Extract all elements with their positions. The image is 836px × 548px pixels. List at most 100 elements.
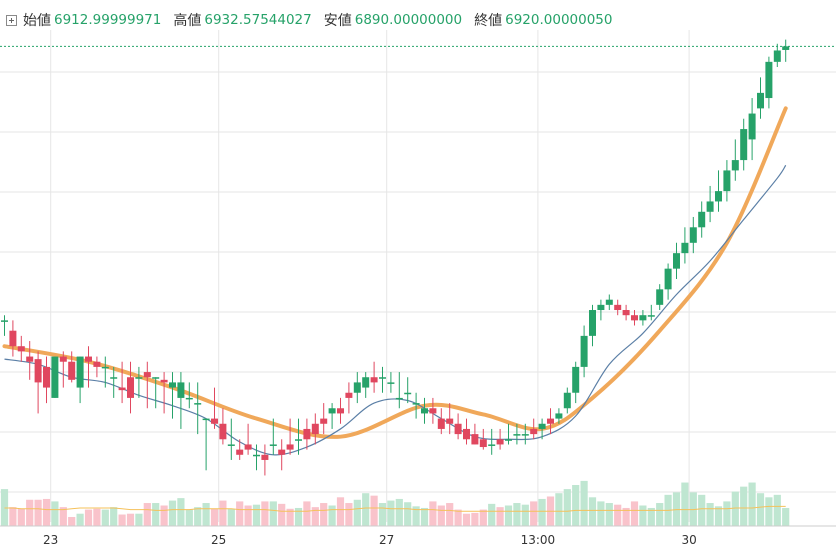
ohlc-legend: 始値 6912.99999971 高値 6932.57544027 安値 689… — [6, 9, 625, 31]
candle-body — [656, 289, 664, 305]
open-label: 始値 — [23, 13, 51, 29]
volume-bar — [555, 493, 563, 526]
volume-bar — [336, 497, 345, 526]
volume-bar — [345, 503, 353, 526]
expand-toggle-icon[interactable] — [6, 14, 17, 26]
volume-bar — [723, 501, 731, 526]
candle-body — [538, 423, 546, 429]
candle-body — [404, 392, 412, 395]
candle-body — [110, 377, 118, 379]
candle-body — [311, 423, 319, 435]
volume-bar — [622, 507, 630, 526]
candle-body — [698, 211, 706, 228]
candle-body — [295, 439, 302, 441]
candle-body — [454, 423, 462, 435]
candle-body — [202, 418, 210, 421]
volume-bar — [429, 501, 437, 526]
candle-body — [303, 428, 311, 440]
volume-bar — [479, 509, 487, 526]
candle-body — [757, 92, 764, 109]
volume-bar — [227, 508, 235, 526]
volume-bar — [748, 482, 756, 526]
volume-bar — [152, 503, 160, 526]
candle-body — [320, 418, 328, 424]
candle-body — [614, 304, 622, 311]
volume-bar — [782, 507, 790, 526]
volume-bar — [51, 501, 59, 526]
candlesticks — [1, 39, 790, 476]
candle-body — [488, 444, 496, 446]
x-tick-label: 13:00 — [521, 533, 556, 547]
volume-bar — [454, 509, 462, 526]
candle-body — [673, 253, 680, 269]
candle-body — [211, 418, 218, 424]
candle-body — [731, 160, 739, 171]
candle-body — [748, 113, 756, 140]
candle-body — [34, 359, 42, 383]
volume-bar — [0, 489, 9, 526]
volume-bar — [773, 494, 781, 526]
x-tick-label: 25 — [211, 533, 226, 547]
candle-body — [152, 377, 160, 379]
candle-body — [135, 377, 143, 379]
volume-bar — [698, 494, 706, 526]
candle-body — [395, 397, 403, 400]
volume-bar — [504, 505, 513, 526]
candle-body — [328, 408, 336, 414]
candle-body — [479, 439, 487, 448]
candle-body — [43, 366, 50, 388]
volume-bar — [177, 498, 185, 526]
volume-ma-line — [4, 505, 786, 512]
candle-body — [93, 361, 101, 367]
volume-bar — [588, 497, 597, 526]
volume-bar — [236, 501, 244, 526]
candle-body — [160, 379, 168, 383]
volume-bar — [378, 503, 387, 526]
volume-bar — [34, 499, 42, 526]
candle-body — [446, 418, 454, 424]
open-value: 6912.99999971 — [54, 12, 162, 28]
low-value: 6890.00000000 — [354, 12, 463, 28]
volume-bar — [488, 503, 496, 526]
volume-bar — [471, 512, 479, 526]
candle-body — [597, 304, 605, 311]
candle-body — [513, 434, 521, 436]
volume-bar — [572, 485, 580, 526]
low-label: 安値 — [323, 13, 352, 29]
candle-body — [118, 387, 126, 391]
volume-bar — [303, 501, 311, 526]
candle-body — [379, 377, 386, 379]
volume-bar — [740, 486, 748, 526]
candle-body — [345, 392, 353, 398]
volume-bar — [462, 513, 471, 526]
candle-body — [429, 408, 437, 414]
volume-bar — [420, 507, 429, 526]
candle-body — [219, 423, 227, 440]
close-label: 終値 — [474, 13, 503, 29]
volume-bar — [84, 509, 93, 526]
candle-body — [169, 382, 176, 388]
candle-body — [622, 310, 630, 316]
volume-bar — [731, 491, 739, 526]
candle-body — [471, 434, 479, 445]
candle-body — [547, 418, 554, 424]
candle-body — [647, 315, 655, 317]
volume-bar — [404, 502, 412, 526]
volume-bar — [530, 501, 538, 526]
candle-body — [337, 408, 344, 414]
volume-bar — [286, 508, 294, 526]
volume-bar — [278, 503, 286, 526]
volume-bar — [126, 513, 135, 526]
volume-bar — [706, 503, 714, 526]
volume-bar — [328, 505, 336, 526]
candle-body — [353, 382, 361, 393]
candle-body — [278, 449, 286, 455]
volume-bar — [210, 508, 219, 526]
candle-body — [370, 377, 378, 383]
volume-bar — [194, 507, 202, 526]
candle-body — [463, 428, 470, 440]
candle-body — [437, 418, 445, 429]
ma-slow-line — [2, 106, 788, 439]
volume-bar — [17, 508, 25, 526]
